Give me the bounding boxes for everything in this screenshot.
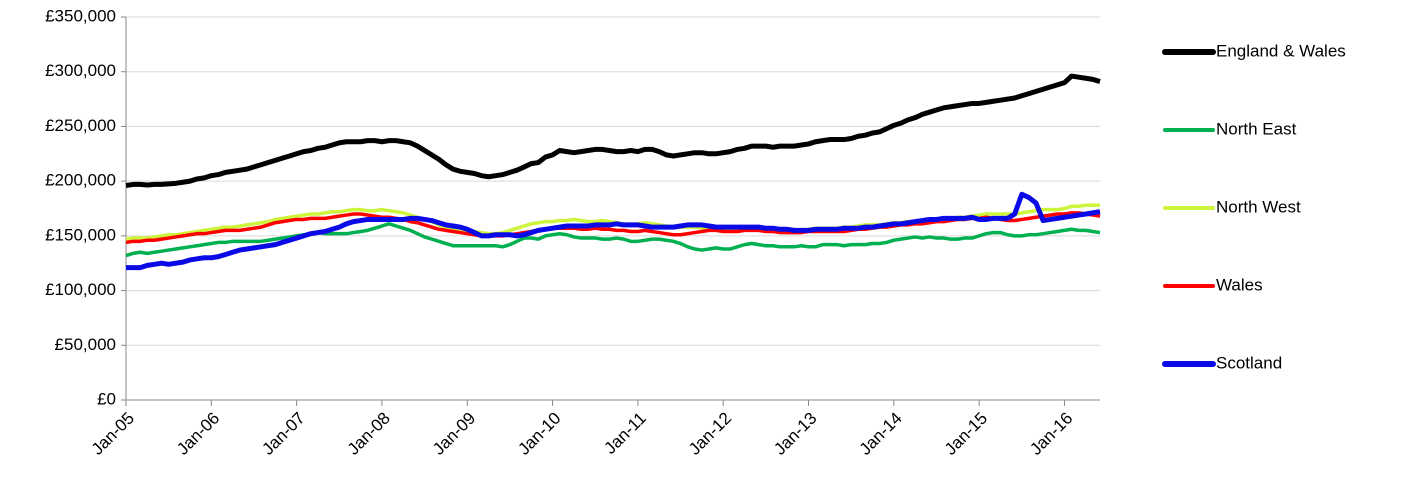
x-tick-label: Jan-13 xyxy=(770,409,820,459)
x-tick-label: Jan-11 xyxy=(601,409,650,458)
x-tick-label: Jan-05 xyxy=(88,409,138,459)
x-tick-label: Jan-06 xyxy=(173,409,223,459)
y-tick-label: £300,000 xyxy=(45,61,116,80)
y-tick-label: £250,000 xyxy=(45,116,116,135)
y-tick-label: £100,000 xyxy=(45,280,116,299)
x-tick-label: Jan-07 xyxy=(258,409,308,459)
series-line xyxy=(125,222,1101,258)
x-tick-label: Jan-16 xyxy=(1026,409,1076,459)
x-tick-label: Jan-15 xyxy=(941,409,991,459)
y-tick-label: £150,000 xyxy=(45,225,116,244)
x-tick-label: Jan-14 xyxy=(856,409,906,459)
x-tick-label: Jan-10 xyxy=(514,409,564,459)
x-tick-label: Jan-09 xyxy=(429,409,479,459)
y-tick-label: £50,000 xyxy=(55,335,116,354)
series-line xyxy=(125,73,1101,188)
series-line xyxy=(126,191,1101,271)
y-tick-label: £350,000 xyxy=(45,6,116,25)
y-tick-label: £200,000 xyxy=(45,171,116,190)
legend-label: North East xyxy=(1216,119,1297,138)
legend-label: Scotland xyxy=(1216,353,1282,372)
y-tick-label: £0 xyxy=(97,389,116,408)
legend-label: North West xyxy=(1216,197,1301,216)
legend-label: Wales xyxy=(1216,275,1263,294)
legend-label: England & Wales xyxy=(1216,41,1346,60)
x-tick-label: Jan-12 xyxy=(685,409,735,459)
x-tick-label: Jan-08 xyxy=(344,409,394,459)
